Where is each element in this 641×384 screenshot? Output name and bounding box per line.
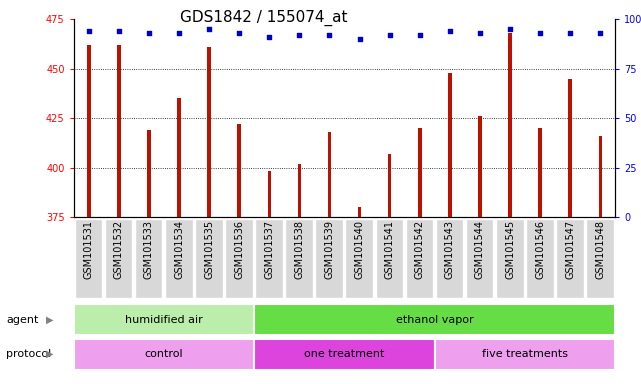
Point xyxy=(294,32,304,38)
FancyBboxPatch shape xyxy=(376,218,403,298)
Bar xyxy=(599,136,602,217)
FancyBboxPatch shape xyxy=(254,339,435,369)
FancyBboxPatch shape xyxy=(104,218,133,298)
Text: GSM101547: GSM101547 xyxy=(565,220,575,280)
Text: ▶: ▶ xyxy=(46,349,54,359)
FancyBboxPatch shape xyxy=(586,218,614,298)
FancyBboxPatch shape xyxy=(74,339,254,369)
Text: control: control xyxy=(145,349,183,359)
FancyBboxPatch shape xyxy=(435,339,615,369)
Point xyxy=(505,26,515,32)
Point xyxy=(174,30,184,36)
Point xyxy=(113,28,124,34)
Bar xyxy=(297,164,301,217)
FancyBboxPatch shape xyxy=(255,218,283,298)
Text: GSM101535: GSM101535 xyxy=(204,220,214,280)
Bar xyxy=(418,128,422,217)
FancyBboxPatch shape xyxy=(315,218,343,298)
Point xyxy=(264,34,274,40)
FancyBboxPatch shape xyxy=(254,305,615,335)
Bar xyxy=(147,130,151,217)
FancyBboxPatch shape xyxy=(345,218,373,298)
Point xyxy=(475,30,485,36)
Point xyxy=(324,32,335,38)
Text: humidified air: humidified air xyxy=(125,314,203,325)
Text: GSM101538: GSM101538 xyxy=(294,220,304,279)
FancyBboxPatch shape xyxy=(225,218,253,298)
Bar xyxy=(508,33,512,217)
Point xyxy=(385,32,395,38)
FancyBboxPatch shape xyxy=(74,305,254,335)
FancyBboxPatch shape xyxy=(165,218,192,298)
Text: GSM101534: GSM101534 xyxy=(174,220,184,279)
Point xyxy=(595,30,606,36)
Point xyxy=(204,26,214,32)
Text: GSM101541: GSM101541 xyxy=(385,220,395,279)
Point xyxy=(83,28,94,34)
Bar xyxy=(237,124,241,217)
Text: protocol: protocol xyxy=(6,349,52,359)
Text: one treatment: one treatment xyxy=(304,349,385,359)
Text: GSM101544: GSM101544 xyxy=(475,220,485,279)
Point xyxy=(354,36,365,42)
Bar xyxy=(207,47,211,217)
Bar xyxy=(448,73,452,217)
Bar xyxy=(478,116,482,217)
Text: GSM101533: GSM101533 xyxy=(144,220,154,279)
FancyBboxPatch shape xyxy=(406,218,433,298)
Text: ▶: ▶ xyxy=(46,314,54,325)
Text: GSM101531: GSM101531 xyxy=(84,220,94,279)
Point xyxy=(415,32,425,38)
Bar xyxy=(388,154,392,217)
Bar xyxy=(267,172,271,217)
Point xyxy=(144,30,154,36)
Text: five treatments: five treatments xyxy=(482,349,568,359)
Text: GSM101532: GSM101532 xyxy=(114,220,124,280)
Text: agent: agent xyxy=(6,314,39,325)
FancyBboxPatch shape xyxy=(556,218,584,298)
Text: ethanol vapor: ethanol vapor xyxy=(396,314,474,325)
FancyBboxPatch shape xyxy=(496,218,524,298)
Text: GSM101543: GSM101543 xyxy=(445,220,455,279)
Point xyxy=(445,28,455,34)
Point xyxy=(565,30,576,36)
FancyBboxPatch shape xyxy=(436,218,463,298)
Bar xyxy=(177,98,181,217)
FancyBboxPatch shape xyxy=(466,218,494,298)
Text: GSM101542: GSM101542 xyxy=(415,220,425,280)
Point xyxy=(535,30,545,36)
Point xyxy=(234,30,244,36)
FancyBboxPatch shape xyxy=(135,218,162,298)
Text: GDS1842 / 155074_at: GDS1842 / 155074_at xyxy=(179,10,347,26)
Text: GSM101539: GSM101539 xyxy=(324,220,335,279)
Text: GSM101548: GSM101548 xyxy=(595,220,605,279)
Text: GSM101545: GSM101545 xyxy=(505,220,515,280)
Text: GSM101546: GSM101546 xyxy=(535,220,545,279)
Bar xyxy=(538,128,542,217)
Bar xyxy=(358,207,362,217)
FancyBboxPatch shape xyxy=(526,218,554,298)
FancyBboxPatch shape xyxy=(195,218,222,298)
Bar xyxy=(569,78,572,217)
Bar xyxy=(117,45,121,217)
Bar xyxy=(87,45,90,217)
Text: GSM101537: GSM101537 xyxy=(264,220,274,280)
Text: GSM101540: GSM101540 xyxy=(354,220,365,279)
FancyBboxPatch shape xyxy=(74,218,103,298)
Bar xyxy=(328,132,331,217)
FancyBboxPatch shape xyxy=(285,218,313,298)
Text: GSM101536: GSM101536 xyxy=(234,220,244,279)
